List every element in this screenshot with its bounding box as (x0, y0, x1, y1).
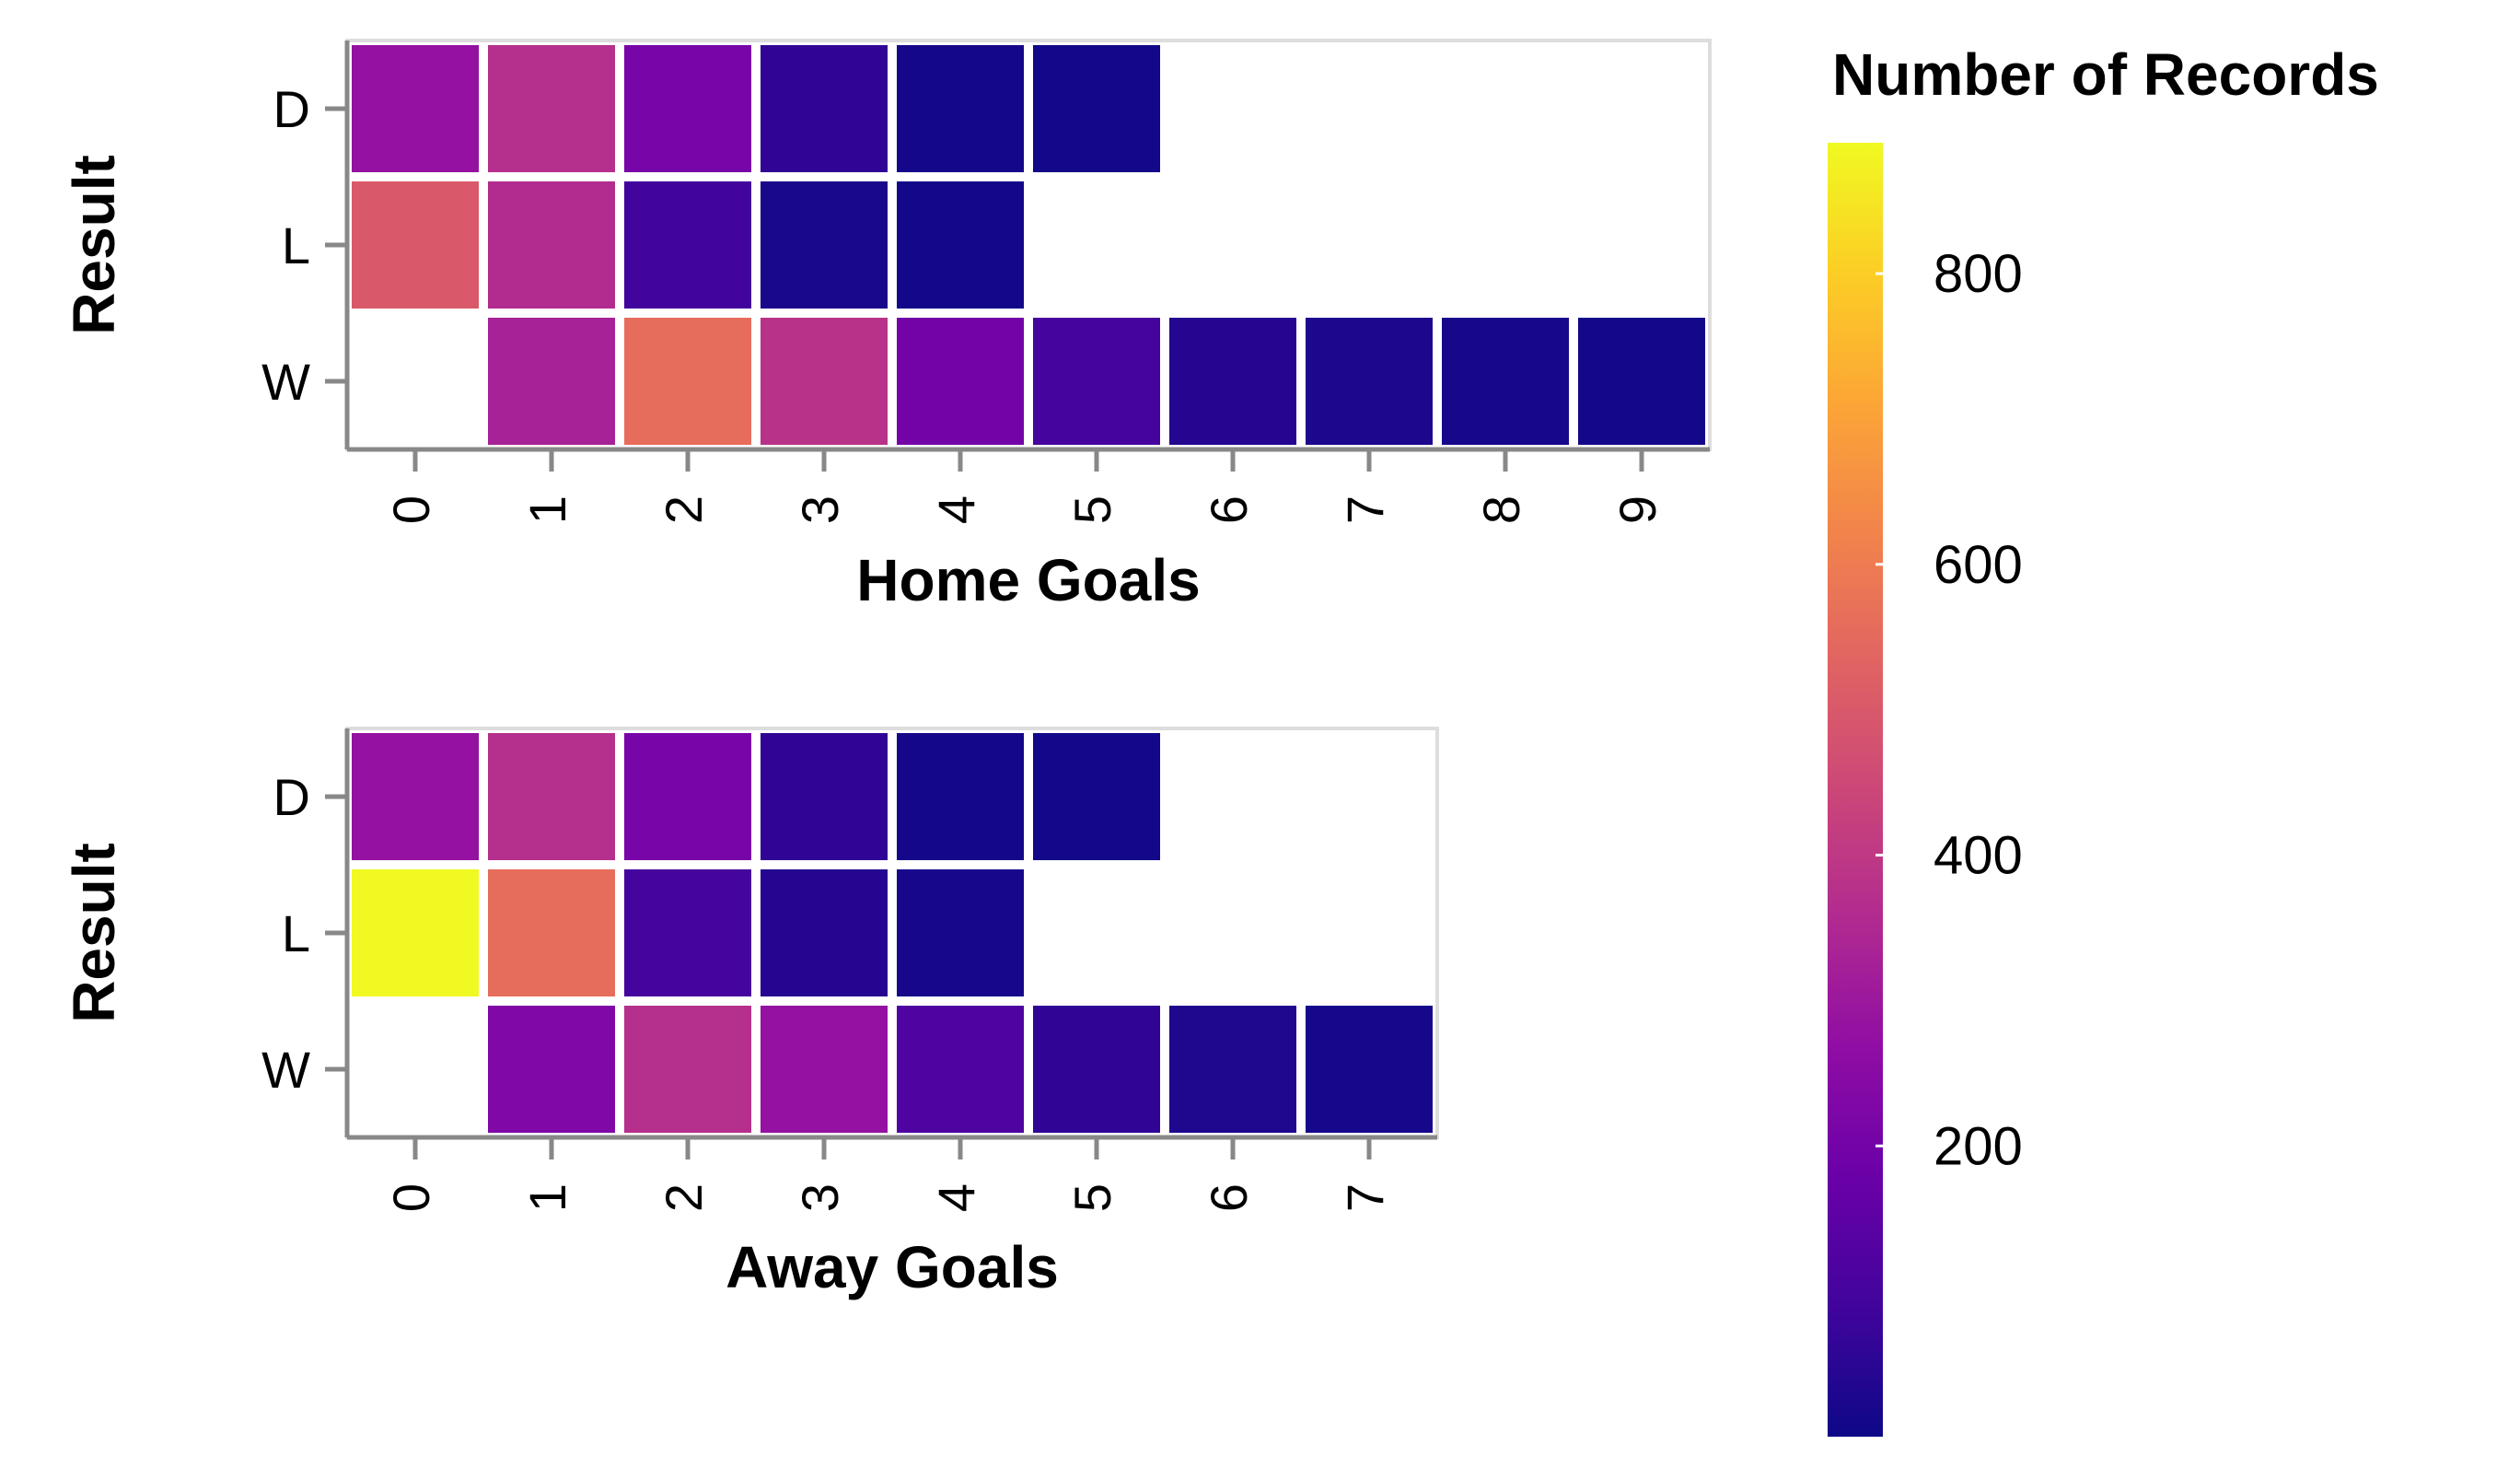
legend-tick-label: 200 (1934, 1116, 2023, 1176)
legend-tick-label: 600 (1934, 535, 2023, 595)
heatmap-cell-L-3 (761, 181, 888, 309)
heatmap-cell-W-6 (1169, 1006, 1296, 1133)
y-tick-label: D (273, 768, 310, 826)
x-tick-label: 4 (927, 1183, 985, 1212)
y-tick-label: L (282, 904, 310, 962)
heatmap-cell-D-0 (352, 45, 479, 172)
x-tick-label: 4 (927, 495, 985, 524)
x-tick-label: 1 (518, 1183, 576, 1212)
heatmap-cell-L-2 (624, 869, 751, 996)
heatmap-cell-W-7 (1306, 318, 1433, 445)
x-tick-label: 9 (1608, 495, 1666, 524)
heatmap-cell-W-7 (1306, 1006, 1433, 1133)
heatmap-cell-D-4 (897, 45, 1024, 172)
heatmap-panel-1: 0 1 2 3 4 5 6 7 8 9 D L W Home Goals Result (61, 39, 1712, 613)
heatmap-cell-W-2 (624, 1006, 751, 1133)
x-tick-label: 7 (1336, 495, 1394, 524)
heatmap-cell-W-4 (897, 1006, 1024, 1133)
x-tick-label: 2 (655, 495, 713, 524)
heatmap-cell-L-0 (352, 869, 479, 996)
legend-color-bar (1828, 143, 1883, 1437)
heatmap-cell-W-3 (761, 318, 888, 445)
heatmap-cell-D-1 (488, 45, 615, 172)
heatmap-cell-D-1 (488, 733, 615, 860)
heatmap-cell-W-3 (761, 1006, 888, 1133)
heatmap-cell-L-4 (897, 869, 1024, 996)
y-tick-label: W (261, 353, 310, 411)
y-tick-label: D (273, 80, 310, 138)
heatmap-cell-L-2 (624, 181, 751, 309)
heatmap-cell-W-2 (624, 318, 751, 445)
heatmap-cell-L-0 (352, 181, 479, 309)
heatmap-cell-W-5 (1033, 318, 1160, 445)
y-axis-title: Result (61, 155, 127, 335)
x-tick-label: 2 (655, 1183, 713, 1212)
heatmap-cell-D-5 (1033, 733, 1160, 860)
x-tick-label: 5 (1063, 1183, 1121, 1212)
heatmap-cell-L-1 (488, 181, 615, 309)
heatmap-cell-W-9 (1578, 318, 1705, 445)
heatmap-cell-W-1 (488, 318, 615, 445)
x-axis-title: Home Goals (856, 547, 1200, 613)
legend-title: Number of Records (1832, 41, 2379, 108)
x-tick-label: 5 (1063, 495, 1121, 524)
color-legend: Number of Records 200 400 600 800 (1828, 41, 2379, 1437)
y-tick-label: W (261, 1041, 310, 1099)
x-tick-label: 7 (1336, 1183, 1394, 1212)
heatmap-cell-D-4 (897, 733, 1024, 860)
x-tick-label: 6 (1200, 495, 1258, 524)
x-tick-label: 0 (382, 495, 440, 524)
y-axis-title: Result (61, 843, 127, 1023)
legend-tick-label: 400 (1934, 826, 2023, 886)
x-tick-label: 8 (1472, 495, 1530, 524)
heatmap-cell-W-5 (1033, 1006, 1160, 1133)
heatmap-cell-D-3 (761, 45, 888, 172)
heatmap-cell-W-1 (488, 1006, 615, 1133)
y-tick-label: L (282, 216, 310, 274)
heatmap-cell-W-8 (1442, 318, 1569, 445)
x-tick-label: 6 (1200, 1183, 1258, 1212)
x-tick-label: 3 (791, 1183, 849, 1212)
x-axis-title: Away Goals (726, 1234, 1059, 1300)
heatmap-cell-W-4 (897, 318, 1024, 445)
heatmap-cell-L-3 (761, 869, 888, 996)
x-tick-label: 0 (382, 1183, 440, 1212)
heatmap-cell-L-4 (897, 181, 1024, 309)
heatmap-panel-2: 0 1 2 3 4 5 6 7 D L W Away Goals Result (61, 727, 1439, 1300)
heatmap-cell-D-3 (761, 733, 888, 860)
heatmap-cell-D-0 (352, 733, 479, 860)
heatmap-cell-D-5 (1033, 45, 1160, 172)
x-tick-label: 3 (791, 495, 849, 524)
heatmap-cell-D-2 (624, 733, 751, 860)
heatmap-cell-L-1 (488, 869, 615, 996)
legend-tick-label: 800 (1934, 244, 2023, 304)
x-tick-label: 1 (518, 495, 576, 524)
heatmap-cell-W-6 (1169, 318, 1296, 445)
heatmap-cell-D-2 (624, 45, 751, 172)
